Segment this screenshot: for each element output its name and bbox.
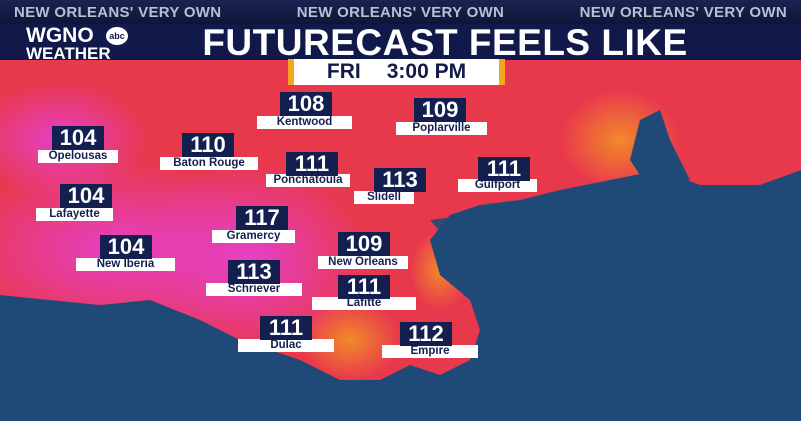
city-name: Empire xyxy=(382,345,478,358)
city-name: Opelousas xyxy=(38,150,118,163)
city-name: Gulfport xyxy=(458,179,537,192)
city-name: Poplarville xyxy=(396,122,487,135)
city-name: Lafitte xyxy=(312,297,416,310)
time: 3:00 PM xyxy=(386,60,467,83)
title: FUTURECAST FEELS LIKE xyxy=(202,22,688,63)
ticker-text: NEW ORLEANS' VERY OWN xyxy=(579,3,787,21)
day: FRI xyxy=(326,60,361,83)
time-box: FRI 3:00 PM xyxy=(288,59,505,85)
city-value: 104 xyxy=(100,235,152,259)
logo: WGNO abc WEATHER xyxy=(26,24,132,64)
city-value: 109 xyxy=(338,232,390,256)
city-name: Slidell xyxy=(354,191,414,204)
city-name: Schriever xyxy=(206,283,302,296)
city-name: New Iberia xyxy=(76,258,175,271)
city-value: 117 xyxy=(236,206,288,230)
city-value: 111 xyxy=(478,157,530,181)
logo-top: WGNO xyxy=(26,24,94,47)
city-name: New Orleans xyxy=(318,256,408,269)
city-value: 111 xyxy=(286,152,338,176)
logo-network: abc xyxy=(106,27,128,45)
title-band xyxy=(0,24,801,60)
city-value: 108 xyxy=(280,92,332,116)
city-name: Baton Rouge xyxy=(160,157,258,170)
city-value: 109 xyxy=(414,98,466,122)
city-name: Dulac xyxy=(238,339,334,352)
city-value: 110 xyxy=(182,133,234,157)
city-name: Kentwood xyxy=(257,116,352,129)
city-value: 113 xyxy=(228,260,280,284)
city-value: 104 xyxy=(52,126,104,150)
city-value: 112 xyxy=(400,322,452,346)
city-value: 104 xyxy=(60,184,112,208)
ticker: NEW ORLEANS' VERY OWN NEW ORLEANS' VERY … xyxy=(0,0,801,24)
city-name: Gramercy xyxy=(212,230,295,243)
logo-bottom: WEATHER xyxy=(26,44,111,63)
city-name: Lafayette xyxy=(36,208,113,221)
city-name: Ponchatoula xyxy=(266,174,350,187)
ticker-text: NEW ORLEANS' VERY OWN xyxy=(14,3,222,21)
city-value: 113 xyxy=(374,168,426,192)
city-value: 111 xyxy=(260,316,312,340)
ticker-text: NEW ORLEANS' VERY OWN xyxy=(296,3,505,21)
city-value: 111 xyxy=(338,275,390,299)
